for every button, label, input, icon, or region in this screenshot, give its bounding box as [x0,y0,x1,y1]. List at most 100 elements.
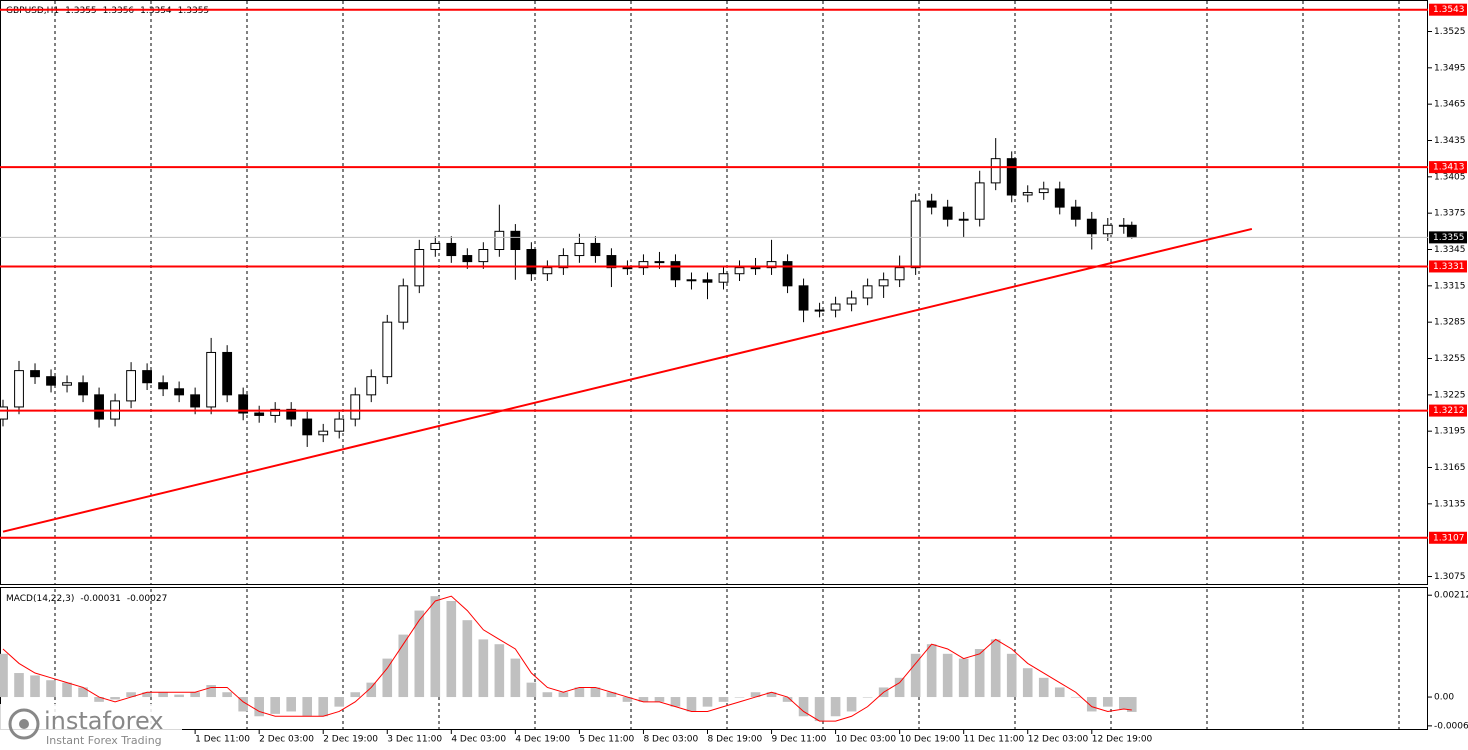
candle-body [1006,158,1017,196]
candle-body [878,279,889,287]
watermark-tagline: Instant Forex Trading [46,734,162,747]
candle-body [814,309,825,312]
level-label-box [1429,260,1467,273]
macd-bar [430,596,441,698]
x-tick-label: 3 Dec 11:00 [387,735,442,745]
x-tick-label: 4 Dec 03:00 [451,735,506,745]
candle-body [766,261,777,269]
macd-bar [1086,697,1097,712]
macd-bar [910,653,921,698]
candle-body [494,230,505,251]
watermark-name: instaforex [44,707,164,735]
level-label-box [1429,404,1467,417]
macd-bar [302,697,313,717]
y-tick-label: 0.00 [1434,693,1454,703]
macd-bar [782,697,793,702]
macd-bar [510,658,521,698]
level-label: 1.3543 [1433,5,1465,15]
macd-bar [78,687,88,698]
macd-bar [94,697,104,702]
x-tick-label: 8 Dec 19:00 [707,735,762,745]
candle-body [78,382,88,396]
candle-body [1126,224,1137,238]
y-tick-label: 1.3195 [1434,427,1466,437]
candle-body [158,382,169,390]
macd-bar [270,697,280,714]
y-tick-label: 0.00212 [1434,591,1468,601]
macd-bar [30,675,40,698]
macd-bar [462,620,473,698]
x-tick-label: 11 Dec 11:00 [964,735,1025,745]
macd-bar [238,697,248,712]
macd-bar [1038,677,1049,698]
macd-bar [638,697,649,702]
macd-panel-frame [0,587,1428,730]
macd-bar [350,692,361,698]
candle-body [926,200,937,208]
candle-body [558,255,569,269]
candle-body [222,351,233,396]
current-price-label: 1.3355 [1433,233,1465,243]
candle-body [190,394,201,408]
macd-bar [718,697,729,702]
candle-body [46,376,56,386]
x-tick-label: 9 Dec 11:00 [772,735,827,745]
macd-bar [1006,653,1017,698]
candle-body [638,261,649,269]
y-tick-label: 1.3495 [1434,63,1466,73]
x-tick-label: 4 Dec 19:00 [515,735,570,745]
macd-bar [1022,668,1033,698]
macd-bar [654,697,665,702]
macd-bar [46,680,56,698]
candle-body [846,297,857,305]
macd-bar [414,610,425,698]
candle-body [62,382,72,386]
candle-body [942,206,953,220]
candle-body [894,267,905,281]
candle-body [974,182,985,220]
candle-body [702,279,713,283]
x-tick-label: 12 Dec 19:00 [1092,735,1153,745]
macd-bar [126,692,136,698]
macd-bar [1070,697,1081,698]
candle-body [14,370,24,408]
candle-body [1038,188,1049,194]
y-tick-label: 1.3255 [1434,354,1466,364]
y-tick-label: 1.3345 [1434,245,1466,255]
x-tick-label: 10 Dec 03:00 [836,735,897,745]
level-label: 1.3107 [1433,533,1465,543]
macd-bar [622,697,633,702]
candle-body [302,418,313,436]
y-tick-label: 1.3465 [1434,100,1466,110]
candle-body [254,412,265,416]
candle-body [526,249,537,275]
trend-line [2,227,1253,533]
macd-bar [222,692,232,698]
macd-bar [734,697,745,698]
header-value: -0.00027 [127,594,167,604]
macd-bar [478,639,489,698]
candle-body [366,376,377,396]
level-label-box [1429,161,1467,174]
y-tick-label: 1.3405 [1434,172,1466,182]
macd-bar [382,658,393,698]
candle-body [382,321,393,378]
macd-bar [798,697,809,717]
macd-bar [446,600,457,698]
candle-body [718,273,729,283]
macd-bar [670,697,681,707]
macd-bar [398,634,409,698]
macd-bar [814,697,825,722]
candle-body [606,255,617,269]
candle-body [398,285,409,323]
x-tick-label: 5 Dec 11:00 [579,735,634,745]
macd-bar [990,639,1001,698]
y-tick-label: 1.3165 [1434,463,1466,473]
macd-bar [1118,697,1129,710]
candle-body [334,418,345,432]
macd-bar [590,687,601,698]
macd-bar [174,694,184,698]
candle-body [1102,224,1113,235]
